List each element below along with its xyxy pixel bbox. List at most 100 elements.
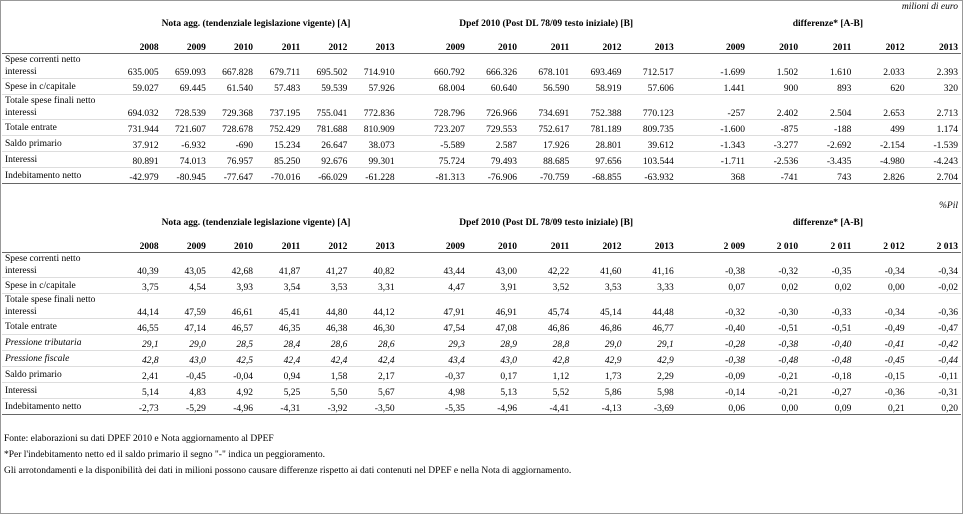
- spacer: [2, 234, 115, 253]
- table-row: Spese correnti netto interessi 635.005 659…: [2, 53, 961, 79]
- cell-value: 4,54: [161, 277, 209, 294]
- group-header: Dpef 2010 (Post DL 78/09 testo iniziale)…: [459, 19, 634, 29]
- cell-value: 3,52: [520, 277, 573, 294]
- cell-value: 103.544: [624, 151, 677, 168]
- row-label: Interessi: [2, 382, 115, 399]
- spacer: [397, 293, 416, 319]
- year: 2013: [350, 234, 398, 253]
- cell-value: 2,29: [624, 366, 677, 383]
- footnote: *Per l'indebitamento netto ed il saldo p…: [4, 450, 326, 460]
- cell-value: 45,74: [520, 293, 573, 319]
- row-label: Spese in c/capitale: [2, 78, 115, 95]
- spacer: [677, 13, 695, 35]
- cell-value: -0,04: [208, 366, 257, 383]
- cell-value: 28,9: [467, 334, 521, 351]
- cell-value: 1,12: [520, 366, 573, 383]
- cell-value: 2.402: [747, 94, 802, 120]
- cell-value: -4,41: [520, 398, 573, 415]
- cell-value: -875: [747, 119, 802, 136]
- cell-value: -4.980: [854, 151, 908, 168]
- group-header: differenze* [A-B]: [792, 218, 864, 228]
- cell-value: 0,06: [694, 398, 748, 415]
- cell-value: 41,87: [256, 252, 304, 278]
- cell-value: -0,02: [907, 277, 961, 294]
- cell-value: 3,33: [624, 277, 677, 294]
- spacer: [676, 35, 695, 54]
- table-row: Saldo primario 2,41 -0,45 -0,04 0,94 1,58 2,17…: [2, 366, 961, 383]
- footnote: Fonte: elaborazioni su dati DPEF 2010 e …: [4, 434, 274, 444]
- cell-value: 44,80: [303, 293, 351, 319]
- cell-value: 2.704: [907, 167, 961, 184]
- year: 2011: [256, 234, 304, 253]
- cell-value: -741: [747, 167, 802, 184]
- cell-value: 5,13: [467, 382, 521, 399]
- cell-value: 5,14: [114, 382, 162, 399]
- cell-value: 660.792: [415, 53, 468, 79]
- cell-value: 42,9: [572, 350, 625, 367]
- cell-value: 4,92: [208, 382, 257, 399]
- cell-value: -0,37: [415, 366, 468, 383]
- cell-value: -0,32: [747, 252, 802, 278]
- cell-value: -0,30: [747, 293, 802, 319]
- cell-value: -0,32: [694, 293, 748, 319]
- cell-value: 0,20: [907, 398, 961, 415]
- cell-value: 42,4: [256, 350, 304, 367]
- cell-value: 2.393: [907, 53, 961, 79]
- cell-value: 3,93: [208, 277, 257, 294]
- cell-value: -0,40: [801, 334, 855, 351]
- cell-value: 88.685: [520, 151, 573, 168]
- spacer: [398, 212, 416, 234]
- cell-value: 620: [854, 78, 908, 95]
- cell-value: 809.735: [624, 119, 677, 136]
- row-label: Spese in c/capitale: [2, 277, 115, 294]
- group-header: differenze* [A-B]: [792, 19, 864, 29]
- cell-value: 69.445: [161, 78, 209, 95]
- spacer: [397, 119, 416, 136]
- spacer: [397, 350, 416, 367]
- cell-value: 60.640: [467, 78, 521, 95]
- table-row: Spese in c/capitale 3,75 4,54 3,93 3,54 3,53 3…: [2, 277, 961, 294]
- cell-value: -3,50: [350, 398, 398, 415]
- cell-value: 28,8: [520, 334, 573, 351]
- cell-value: -0,45: [854, 350, 908, 367]
- cell-value: -0,09: [694, 366, 748, 383]
- cell-value: -0,40: [694, 318, 748, 335]
- cell-value: 43,44: [415, 252, 468, 278]
- cell-value: 74.013: [161, 151, 209, 168]
- cell-value: -1.711: [694, 151, 748, 168]
- spacer: [676, 234, 695, 253]
- table-row: Indebitamento netto -2,73 -5,29 -4,96 -4,31-…: [2, 398, 961, 415]
- cell-value: -257: [694, 94, 748, 120]
- cell-value: -0,45: [161, 366, 209, 383]
- year: 2013: [350, 35, 398, 54]
- cell-value: 46,30: [350, 318, 398, 335]
- cell-value: 40,82: [350, 252, 398, 278]
- cell-value: -68.855: [572, 167, 625, 184]
- cell-value: 44,14: [114, 293, 162, 319]
- cell-value: 781.189: [572, 119, 625, 136]
- cell-value: 3,54: [256, 277, 304, 294]
- cell-value: 44,48: [624, 293, 677, 319]
- cell-value: 41,27: [303, 252, 351, 278]
- spacer: [676, 151, 695, 168]
- spacer: [676, 382, 695, 399]
- table-row: Totale spese finali netto interessi 694.0…: [2, 94, 961, 120]
- spacer: [676, 350, 695, 367]
- cell-value: 729.368: [208, 94, 257, 120]
- cell-value: 0,07: [694, 277, 748, 294]
- table-row: Totale entrate 46,55 47,14 46,57 46,35 46,38 4…: [2, 318, 961, 335]
- cell-value: 75.724: [415, 151, 468, 168]
- cell-value: 2.653: [854, 94, 908, 120]
- cell-value: -0,33: [801, 293, 855, 319]
- year: 2012: [572, 234, 625, 253]
- cell-value: -0,38: [747, 334, 802, 351]
- cell-value: -70.759: [520, 167, 573, 184]
- table-row: Spese correnti netto interessi 40,39 43,05…: [2, 252, 961, 278]
- cell-value: 0,94: [256, 366, 304, 383]
- cell-value: -1.539: [907, 135, 961, 152]
- row-label: Pressione tributaria: [2, 334, 115, 351]
- cell-value: -1.600: [694, 119, 748, 136]
- cell-value: 3,31: [350, 277, 398, 294]
- cell-value: 28,6: [303, 334, 351, 351]
- cell-value: 2,17: [350, 366, 398, 383]
